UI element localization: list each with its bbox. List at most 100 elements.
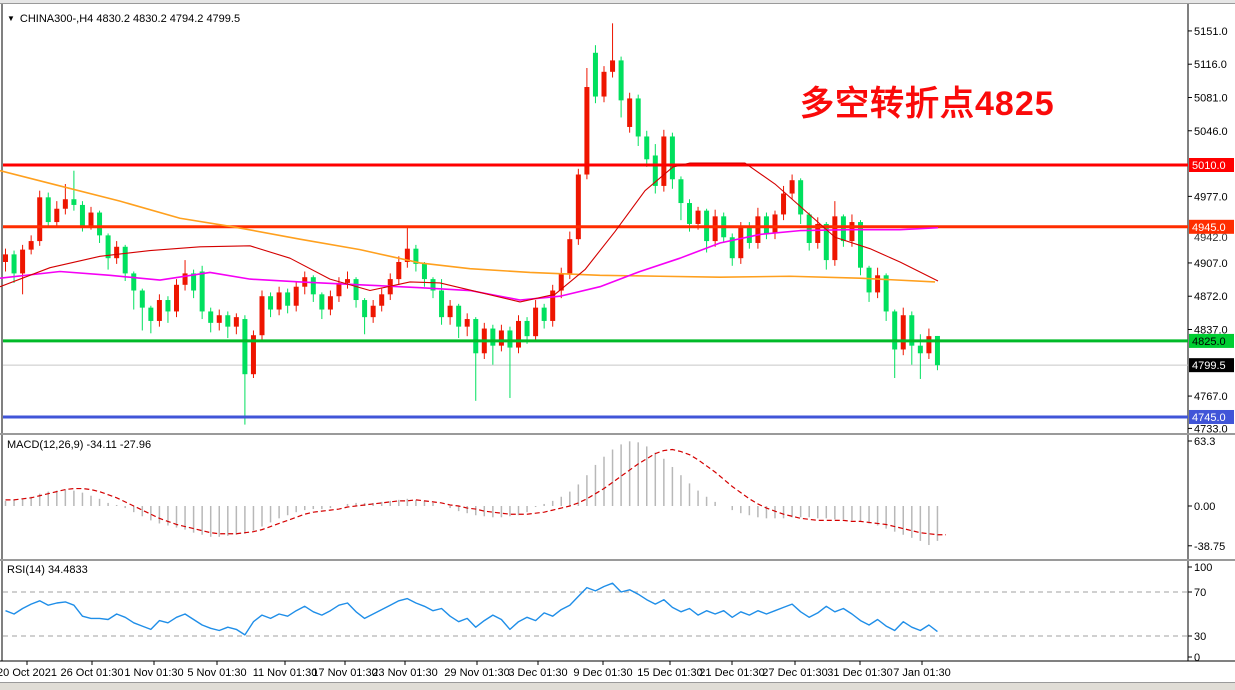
candle-body	[627, 98, 633, 127]
candle-body	[28, 241, 34, 250]
time-axis-label: 20 Oct 2021	[0, 667, 57, 679]
candle-body	[490, 328, 496, 346]
candle-body	[661, 136, 667, 186]
candle-body	[310, 277, 316, 295]
candle-body	[498, 330, 504, 346]
candle-body	[122, 246, 128, 274]
time-axis-label: 15 Dec 01:30	[637, 667, 702, 679]
window-bottom-frame	[0, 682, 1235, 690]
candle-body	[635, 98, 641, 137]
panel-divider-macd	[0, 433, 1235, 435]
candle-body	[772, 214, 778, 234]
candle-body	[88, 212, 94, 226]
candle-body	[584, 87, 590, 175]
candle-body	[755, 216, 761, 243]
macd-indicator-label: MACD(12,26,9) -34.11 -27.96	[7, 439, 152, 451]
price-badge-label: 5010.0	[1192, 160, 1226, 172]
candle-body	[404, 248, 410, 262]
time-axis-label: 26 Oct 01:30	[61, 667, 124, 679]
candle-body	[610, 60, 616, 72]
time-axis-label: 11 Nov 01:30	[253, 667, 318, 679]
candle-body	[541, 307, 547, 321]
candle-body	[413, 248, 419, 264]
candle-body	[849, 222, 855, 242]
candle-body	[148, 307, 154, 321]
macd-axis-label: -38.75	[1194, 541, 1225, 553]
candle-body	[379, 294, 385, 306]
candle-body	[866, 267, 872, 293]
candle-body	[268, 296, 274, 310]
candle-body	[524, 320, 530, 337]
candle-body	[293, 286, 299, 306]
candle-body	[550, 290, 556, 321]
time-axis-label: 29 Nov 01:30	[444, 667, 509, 679]
candle-body	[11, 254, 17, 274]
candle-body	[105, 235, 111, 259]
candle-body	[695, 210, 701, 224]
window-top-frame	[0, 0, 1235, 4]
candle-body	[370, 305, 376, 318]
candle-body	[644, 136, 650, 160]
candle-body	[396, 261, 402, 280]
chart-title-bar: ▼ CHINA300-,H4 4830.2 4830.2 4794.2 4799.…	[7, 13, 240, 25]
candle-body	[439, 290, 445, 318]
candle-body	[285, 292, 291, 306]
candle-body	[327, 296, 333, 310]
candle-body	[191, 273, 197, 291]
candle-body	[746, 226, 752, 243]
price-badge	[1189, 358, 1234, 373]
candle-body	[516, 320, 521, 348]
candle-body	[832, 216, 838, 261]
rsi-axis-label: 30	[1194, 631, 1206, 643]
candle-body	[233, 317, 239, 327]
candle-body	[37, 197, 43, 242]
candle-body	[926, 336, 932, 354]
candle-body	[71, 199, 77, 205]
candle-body	[54, 208, 60, 223]
candle-body	[362, 300, 368, 318]
price-axis-label: 4977.0	[1194, 191, 1228, 203]
price-axis-label: 4837.0	[1194, 325, 1228, 337]
time-axis-label: 27 Dec 01:30	[762, 667, 827, 679]
candle-body	[738, 226, 744, 259]
candle-body	[840, 216, 846, 242]
candle-body	[892, 311, 898, 350]
candle-body	[575, 174, 581, 240]
candle-body	[592, 52, 598, 97]
time-axis-label: 1 Nov 01:30	[124, 667, 183, 679]
time-axis-label: 9 Dec 01:30	[573, 667, 632, 679]
price-badge	[1189, 409, 1234, 424]
candle-body	[763, 216, 769, 234]
candle-body	[345, 279, 350, 283]
candle-body	[165, 300, 171, 312]
price-badge-label: 4799.5	[1192, 360, 1226, 372]
symbol-ohlc-title: CHINA300-,H4 4830.2 4830.2 4794.2 4799.5	[19, 13, 241, 25]
candle-body	[883, 275, 889, 312]
annotation-text[interactable]: 多空转折点4825	[800, 85, 1055, 123]
candle-body	[823, 223, 829, 261]
time-axis-label: 5 Nov 01:30	[187, 667, 246, 679]
ma-line-magenta	[0, 226, 939, 301]
symbol-dropdown-icon[interactable]: ▼	[7, 14, 15, 23]
candle-body	[934, 335, 940, 366]
candle-body	[533, 307, 539, 337]
candle-body	[798, 180, 804, 215]
partial-price-label: 4942.0	[1194, 232, 1228, 244]
price-axis-label: 4733.0	[1194, 423, 1228, 435]
candle-body	[216, 315, 222, 323]
price-badge	[1189, 219, 1234, 234]
price-axis-label: 5151.0	[1194, 26, 1228, 38]
candle-body	[729, 237, 735, 259]
candle-body	[225, 315, 231, 327]
candle-body	[712, 216, 718, 242]
candle-body	[464, 319, 470, 327]
candle-body	[815, 223, 821, 243]
price-badge-label: 4945.0	[1192, 222, 1226, 234]
candle-body	[421, 263, 427, 280]
price-axis-label: 4872.0	[1194, 291, 1228, 303]
candle-body	[900, 315, 906, 350]
candle-body	[174, 284, 179, 312]
rsi-line	[5, 582, 938, 636]
candle-body	[182, 273, 188, 285]
